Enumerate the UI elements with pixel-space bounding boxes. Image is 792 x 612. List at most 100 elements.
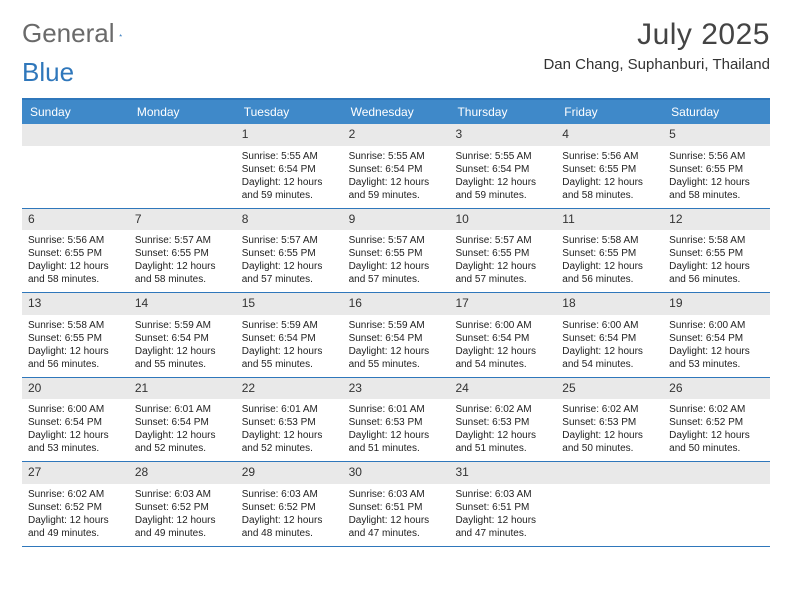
sunset-text: Sunset: 6:53 PM <box>455 416 550 429</box>
day-cell: . <box>663 462 770 546</box>
sunset-text: Sunset: 6:55 PM <box>349 247 444 260</box>
day-cell: 11Sunrise: 5:58 AMSunset: 6:55 PMDayligh… <box>556 209 663 293</box>
daylight-text: Daylight: 12 hours and 47 minutes. <box>455 514 550 540</box>
sunset-text: Sunset: 6:54 PM <box>242 163 337 176</box>
sunrise-text: Sunrise: 5:56 AM <box>562 150 657 163</box>
day-cell: 30Sunrise: 6:03 AMSunset: 6:51 PMDayligh… <box>343 462 450 546</box>
day-body <box>556 484 663 538</box>
day-body: Sunrise: 6:03 AMSunset: 6:51 PMDaylight:… <box>449 484 556 546</box>
daylight-text: Daylight: 12 hours and 56 minutes. <box>28 345 123 371</box>
day-number: . <box>129 124 236 146</box>
day-cell: 9Sunrise: 5:57 AMSunset: 6:55 PMDaylight… <box>343 209 450 293</box>
daylight-text: Daylight: 12 hours and 58 minutes. <box>562 176 657 202</box>
day-cell: 20Sunrise: 6:00 AMSunset: 6:54 PMDayligh… <box>22 378 129 462</box>
day-number: 22 <box>236 378 343 400</box>
sunrise-text: Sunrise: 6:00 AM <box>28 403 123 416</box>
sunset-text: Sunset: 6:54 PM <box>455 332 550 345</box>
day-cell: 4 Sunrise: 5:56 AMSunset: 6:55 PMDaylight… <box>556 124 663 208</box>
daylight-text: Daylight: 12 hours and 52 minutes. <box>242 429 337 455</box>
day-cell: 29Sunrise: 6:03 AMSunset: 6:52 PMDayligh… <box>236 462 343 546</box>
weekday-wednesday: Wednesday <box>343 100 450 124</box>
sunrise-text: Sunrise: 5:55 AM <box>349 150 444 163</box>
day-cell: 28Sunrise: 6:03 AMSunset: 6:52 PMDayligh… <box>129 462 236 546</box>
daylight-text: Daylight: 12 hours and 52 minutes. <box>135 429 230 455</box>
weekday-monday: Monday <box>129 100 236 124</box>
sunset-text: Sunset: 6:54 PM <box>562 332 657 345</box>
daylight-text: Daylight: 12 hours and 58 minutes. <box>135 260 230 286</box>
sunrise-text: Sunrise: 5:56 AM <box>669 150 764 163</box>
day-number: 28 <box>129 462 236 484</box>
day-cell: 16Sunrise: 5:59 AMSunset: 6:54 PMDayligh… <box>343 293 450 377</box>
day-body: Sunrise: 6:03 AMSunset: 6:52 PMDaylight:… <box>129 484 236 546</box>
day-number: 15 <box>236 293 343 315</box>
sunset-text: Sunset: 6:52 PM <box>669 416 764 429</box>
day-body: Sunrise: 5:59 AMSunset: 6:54 PMDaylight:… <box>343 315 450 377</box>
sunrise-text: Sunrise: 5:57 AM <box>242 234 337 247</box>
sunrise-text: Sunrise: 6:02 AM <box>455 403 550 416</box>
day-number: 2 <box>343 124 450 146</box>
day-body: Sunrise: 6:03 AMSunset: 6:52 PMDaylight:… <box>236 484 343 546</box>
sunrise-text: Sunrise: 6:02 AM <box>28 488 123 501</box>
title-block: July 2025 Dan Chang, Suphanburi, Thailan… <box>543 18 770 73</box>
sunset-text: Sunset: 6:54 PM <box>28 416 123 429</box>
daylight-text: Daylight: 12 hours and 59 minutes. <box>242 176 337 202</box>
day-body: Sunrise: 6:00 AMSunset: 6:54 PMDaylight:… <box>22 399 129 461</box>
day-body: Sunrise: 6:02 AMSunset: 6:53 PMDaylight:… <box>556 399 663 461</box>
sunrise-text: Sunrise: 5:57 AM <box>349 234 444 247</box>
week-row: 6Sunrise: 5:56 AMSunset: 6:55 PMDaylight… <box>22 209 770 294</box>
daylight-text: Daylight: 12 hours and 48 minutes. <box>242 514 337 540</box>
daylight-text: Daylight: 12 hours and 57 minutes. <box>242 260 337 286</box>
day-number: . <box>556 462 663 484</box>
day-body: Sunrise: 5:57 AMSunset: 6:55 PMDaylight:… <box>449 230 556 292</box>
day-body: Sunrise: 6:01 AMSunset: 6:54 PMDaylight:… <box>129 399 236 461</box>
sunset-text: Sunset: 6:53 PM <box>562 416 657 429</box>
day-number: . <box>663 462 770 484</box>
sunrise-text: Sunrise: 6:01 AM <box>242 403 337 416</box>
day-body: Sunrise: 6:00 AMSunset: 6:54 PMDaylight:… <box>663 315 770 377</box>
day-cell: . <box>556 462 663 546</box>
day-number: 11 <box>556 209 663 231</box>
day-body: Sunrise: 5:57 AMSunset: 6:55 PMDaylight:… <box>129 230 236 292</box>
day-number: 6 <box>22 209 129 231</box>
daylight-text: Daylight: 12 hours and 50 minutes. <box>562 429 657 455</box>
day-cell: 23Sunrise: 6:01 AMSunset: 6:53 PMDayligh… <box>343 378 450 462</box>
day-body: Sunrise: 5:58 AMSunset: 6:55 PMDaylight:… <box>22 315 129 377</box>
day-body: Sunrise: 5:55 AMSunset: 6:54 PMDaylight:… <box>236 146 343 208</box>
day-number: 8 <box>236 209 343 231</box>
daylight-text: Daylight: 12 hours and 53 minutes. <box>28 429 123 455</box>
day-number: 21 <box>129 378 236 400</box>
calendar: Sunday Monday Tuesday Wednesday Thursday… <box>22 98 770 547</box>
day-number: 26 <box>663 378 770 400</box>
day-number: 10 <box>449 209 556 231</box>
day-cell: 12Sunrise: 5:58 AMSunset: 6:55 PMDayligh… <box>663 209 770 293</box>
sunset-text: Sunset: 6:55 PM <box>562 163 657 176</box>
sunset-text: Sunset: 6:54 PM <box>349 163 444 176</box>
sunrise-text: Sunrise: 6:03 AM <box>242 488 337 501</box>
weekday-friday: Friday <box>556 100 663 124</box>
sunset-text: Sunset: 6:55 PM <box>562 247 657 260</box>
day-cell: 5Sunrise: 5:56 AMSunset: 6:55 PMDaylight… <box>663 124 770 208</box>
calendar-page: General July 2025 Dan Chang, Suphanburi,… <box>0 0 792 612</box>
day-body: Sunrise: 5:57 AMSunset: 6:55 PMDaylight:… <box>236 230 343 292</box>
daylight-text: Daylight: 12 hours and 55 minutes. <box>135 345 230 371</box>
day-body: Sunrise: 6:02 AMSunset: 6:52 PMDaylight:… <box>663 399 770 461</box>
daylight-text: Daylight: 12 hours and 58 minutes. <box>28 260 123 286</box>
sunset-text: Sunset: 6:55 PM <box>455 247 550 260</box>
day-body: Sunrise: 5:56 AMSunset: 6:55 PMDaylight:… <box>22 230 129 292</box>
day-body: Sunrise: 5:57 AMSunset: 6:55 PMDaylight:… <box>343 230 450 292</box>
sunset-text: Sunset: 6:54 PM <box>349 332 444 345</box>
day-cell: . <box>22 124 129 208</box>
weekday-tuesday: Tuesday <box>236 100 343 124</box>
month-title: July 2025 <box>543 18 770 52</box>
sunset-text: Sunset: 6:55 PM <box>242 247 337 260</box>
day-body: Sunrise: 6:03 AMSunset: 6:51 PMDaylight:… <box>343 484 450 546</box>
daylight-text: Daylight: 12 hours and 56 minutes. <box>562 260 657 286</box>
sunset-text: Sunset: 6:53 PM <box>349 416 444 429</box>
day-number: 4 <box>556 124 663 146</box>
daylight-text: Daylight: 12 hours and 56 minutes. <box>669 260 764 286</box>
sunrise-text: Sunrise: 6:00 AM <box>455 319 550 332</box>
logo-text-2: Blue <box>22 57 74 88</box>
day-cell: 31Sunrise: 6:03 AMSunset: 6:51 PMDayligh… <box>449 462 556 546</box>
sunrise-text: Sunrise: 6:01 AM <box>349 403 444 416</box>
day-cell: 14Sunrise: 5:59 AMSunset: 6:54 PMDayligh… <box>129 293 236 377</box>
